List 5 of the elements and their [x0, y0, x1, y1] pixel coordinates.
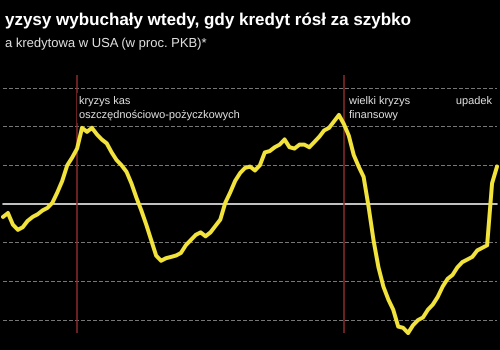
annotation: wielki kryzys finansowy — [348, 95, 411, 121]
annotation: kryzys kas oszczędnościowo-pożyczkowych — [79, 95, 240, 121]
text: upadek — [456, 95, 492, 107]
chart-title: yzysy wybuchały wtedy, gdy kredyt rósł za szybko — [5, 10, 411, 29]
chart-subtitle: a kredytowa w USA (w proc. PKB)* — [5, 35, 207, 50]
